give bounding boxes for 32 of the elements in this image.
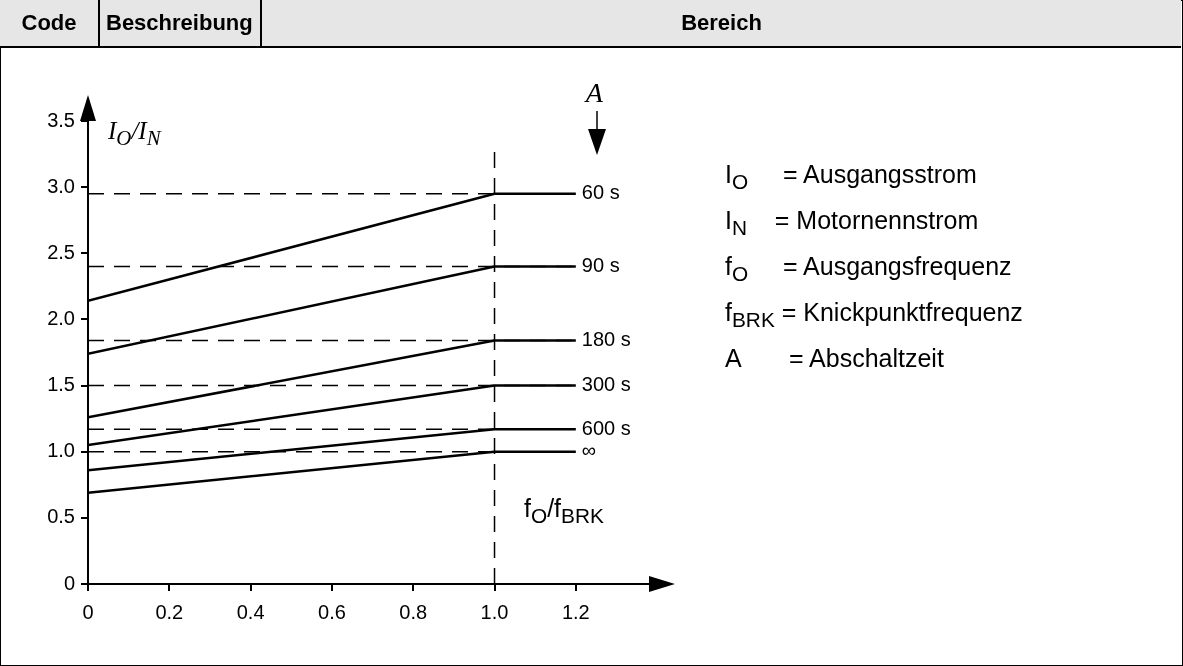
y-tick-label: 1.0 — [47, 439, 75, 462]
text: f$_{O}$ = Ausgangsfrequenz — [725, 252, 1012, 285]
text: Beschreibung — [100, 0, 262, 46]
x-tick-label: 0.6 — [318, 600, 346, 623]
series-label: 60 s — [581, 181, 620, 204]
series-label: 600 s — [581, 416, 631, 439]
series-label: ∞ — [581, 439, 597, 462]
text: I$_{O}$ = Ausgangsstrom — [725, 160, 977, 193]
y-tick-label: 2.0 — [47, 306, 75, 329]
y-tick-label: 3.5 — [47, 108, 75, 131]
x-tick-label: 0 — [82, 600, 94, 623]
text: I$_{N}$ = Motornennstrom — [725, 206, 979, 239]
text: A — [585, 77, 603, 109]
series-label: 180 s — [581, 328, 631, 351]
y-tick-label: 1.5 — [47, 373, 75, 396]
y-tick-label: 0 — [63, 571, 75, 594]
x-tick-label: 1.0 — [480, 600, 509, 623]
y-tick-label: 2.5 — [47, 240, 75, 263]
text: Code — [0, 0, 100, 46]
y-tick-label: 0.5 — [47, 505, 75, 528]
text: A = Abschaltzeit — [725, 343, 945, 374]
x-tick-label: 0.2 — [155, 600, 184, 623]
x-tick-label: 0.4 — [236, 600, 265, 623]
text: f$_{BRK}$ = Knickpunktfrequenz — [725, 297, 1023, 333]
y-axis-title: I$_{O}$/I$_{N}$ — [108, 117, 161, 151]
x-axis-title: f$_{O}$/f$_{BRK}$ — [524, 494, 604, 528]
x-tick-label: 0.8 — [399, 600, 428, 623]
y-tick-label: 3.0 — [47, 174, 75, 197]
text: Bereich — [680, 9, 763, 37]
series-label: 90 s — [581, 254, 620, 277]
series-label: 300 s — [581, 373, 631, 396]
x-tick-label: 1.2 — [561, 600, 590, 623]
